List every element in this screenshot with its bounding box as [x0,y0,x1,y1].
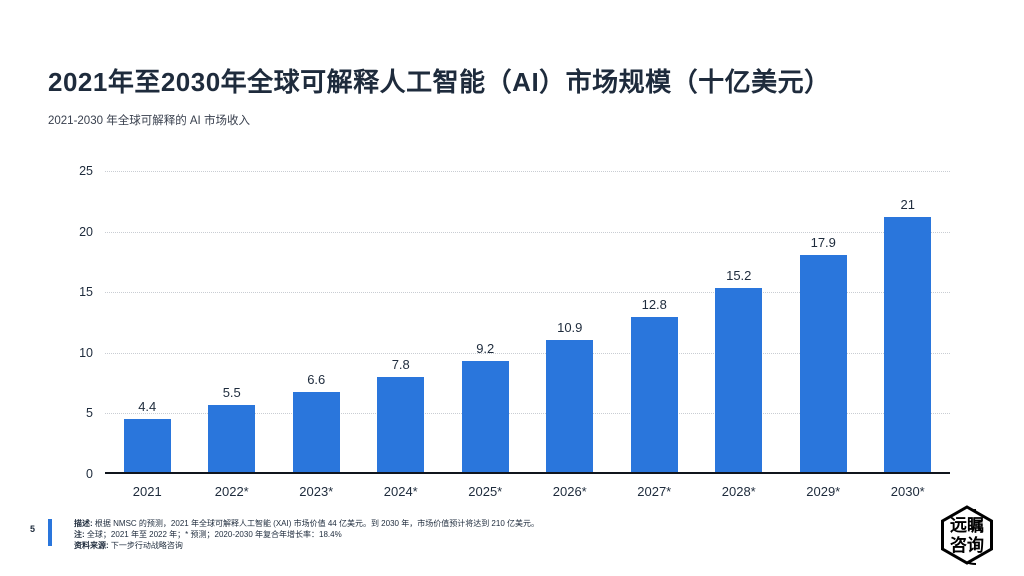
y-tick-label-20: 20 [79,224,93,239]
x-axis-label: 2030* [890,484,925,499]
svg-text:远瞩: 远瞩 [950,516,984,535]
hexagon-seal-icon: 远瞩 咨询 [941,505,993,565]
svg-text:咨询: 咨询 [950,535,984,555]
bar [630,316,678,472]
footer-scope-line: 注: 全球；2021 年至 2022 年；* 预测；2020-2030 年复合年… [74,529,539,540]
x-axis-label: 2022* [214,484,249,499]
x-axis-label: 2026* [552,484,587,499]
bar-column-2022: 5.5 2022* [190,171,275,499]
bar [884,217,932,472]
bar-value-label: 21 [900,197,915,213]
company-seal-logo: 远瞩 咨询 [930,502,1000,572]
bar [208,405,256,472]
source-label: 资料来源: [74,541,109,550]
bar-column-2021: 4.4 2021 [105,171,190,499]
footer-note-line: 描述: 根据 NMSC 的预测，2021 年全球可解释人工智能 (XAI) 市场… [74,518,539,529]
x-axis-label: 2027* [637,484,672,499]
x-axis-label: 2029* [806,484,841,499]
page-number: 5 [30,524,36,534]
bar-value-label: 9.2 [476,340,495,356]
y-tick-label-0: 0 [86,467,93,481]
bar-column-2028: 15.2 2028* [697,171,782,499]
gridline-10 [105,352,950,354]
bar-column-2030: 21 2030* [866,171,951,499]
bar-value-label: 5.5 [222,385,241,401]
footer-accent-bar [48,519,53,546]
bar [546,339,594,472]
bar-columns: 4.4 2021 5.5 2022* 6.6 2023* 7.8 2024* 9.2 2025* 1… [105,171,951,499]
page-title: 2021年至2030年全球可解释人工智能（AI）市场规模（十亿美元） [48,67,831,97]
source-text: 下一步行动战略咨询 [110,541,183,550]
y-tick-label-25: 25 [79,164,93,178]
bar-chart-plot-area: 0 5 10 15 20 25 4.4 2021 5.5 2022* 6.6 2023* 7.8 202… [79,164,951,499]
bar-column-2029: 17.9 2029* [781,171,866,499]
footer-notes: 描述: 根据 NMSC 的预测，2021 年全球可解释人工智能 (XAI) 市场… [74,518,539,551]
bar-value-label: 12.8 [641,296,667,312]
bar-column-2023: 6.6 2023* [274,171,359,499]
bar [377,377,425,472]
x-axis-label: 2024* [383,484,418,499]
gridline-25 [105,171,950,172]
bar-value-label: 15.2 [726,267,752,283]
bar-column-2026: 10.9 2026* [528,171,613,499]
bar [123,418,171,472]
bar-value-label: 6.6 [307,372,326,388]
x-axis-label: 2021 [132,484,162,499]
x-axis-label: 2023* [299,484,334,499]
bar-column-2025: 9.2 2025* [443,171,528,499]
footer-source-line: 资料来源: 下一步行动战略咨询 [74,540,539,551]
y-tick-label-10: 10 [79,345,93,360]
gridline-20 [105,231,950,233]
y-tick-label-15: 15 [79,285,93,300]
bar-value-label: 4.4 [138,398,157,414]
y-tick-label-5: 5 [86,406,93,421]
bar [715,287,763,472]
chart-subtitle: 2021-2030 年全球可解释的 AI 市场收入 [48,115,250,127]
bar [292,392,340,472]
x-axis-label: 2025* [468,484,503,499]
note-label: 描述: [74,519,93,528]
bar-column-2027: 12.8 2027* [612,171,697,499]
bar-column-2024: 7.8 2024* [359,171,444,499]
bar-value-label: 10.9 [557,319,583,335]
bar [799,255,847,472]
scope-label: 注: [74,530,85,539]
gridline-15 [105,292,950,294]
x-axis-label: 2028* [721,484,756,499]
note-text: 根据 NMSC 的预测，2021 年全球可解释人工智能 (XAI) 市场价值 4… [94,519,539,528]
bar-value-label: 17.9 [810,235,836,251]
bar [461,360,509,472]
scope-text: 全球；2021 年至 2022 年；* 预测；2020-2030 年复合年增长率… [86,530,342,539]
gridline-5 [105,413,950,415]
bar-value-label: 7.8 [391,357,410,373]
footer: 5 描述: 根据 NMSC 的预测，2021 年全球可解释人工智能 (XAI) … [30,518,539,551]
